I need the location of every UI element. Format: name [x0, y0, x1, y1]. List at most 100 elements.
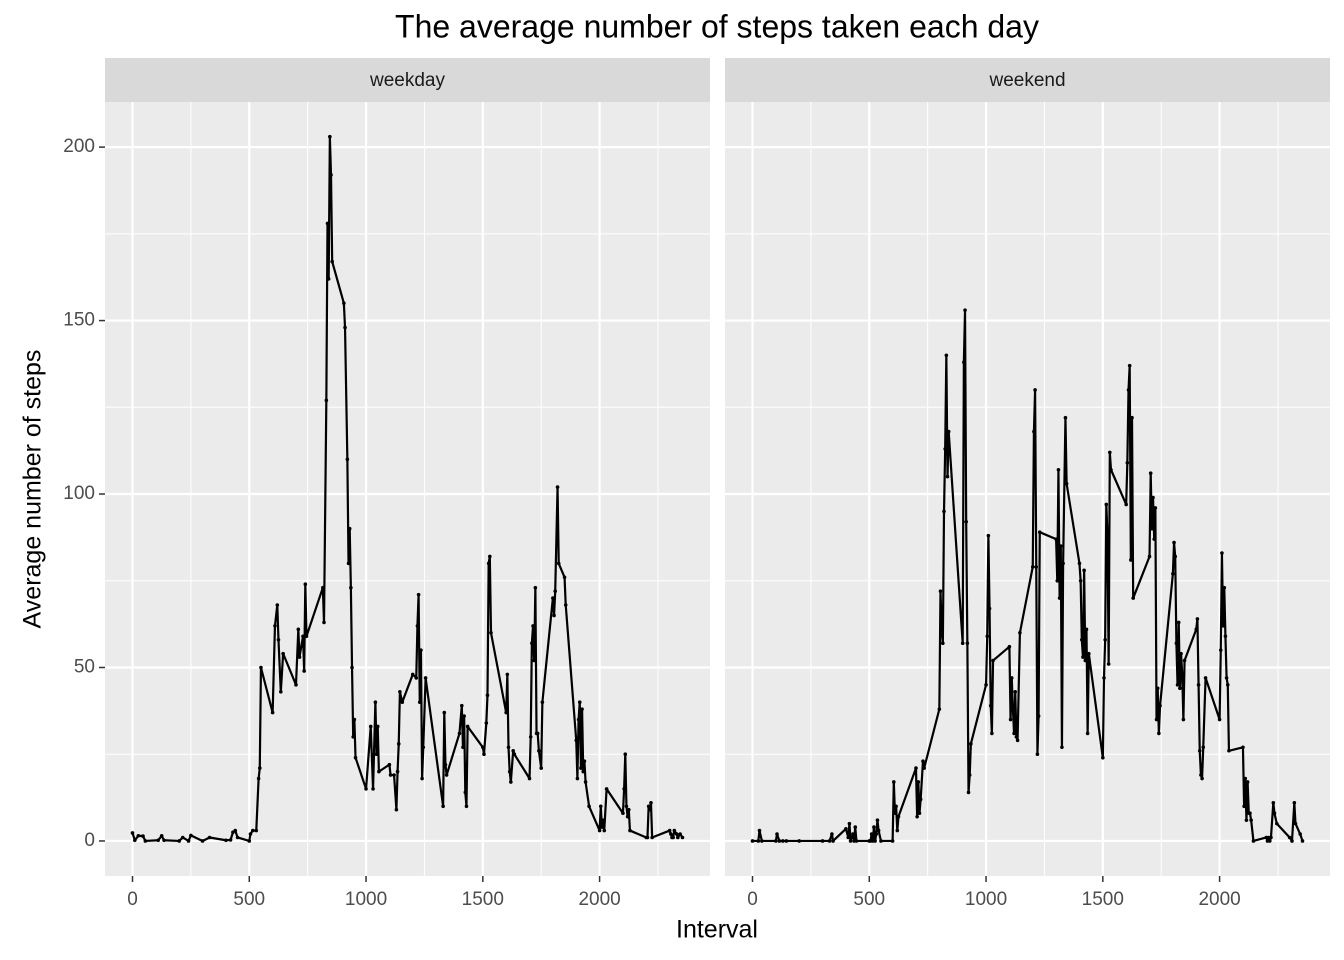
point — [254, 828, 259, 833]
point — [831, 839, 835, 843]
point — [1181, 717, 1186, 722]
point — [649, 800, 653, 805]
point — [581, 769, 586, 774]
point — [869, 832, 874, 836]
point — [1082, 568, 1086, 573]
point — [512, 752, 517, 757]
point — [851, 832, 855, 836]
point — [349, 585, 353, 590]
point — [1176, 620, 1181, 625]
point — [294, 683, 298, 687]
point — [1225, 683, 1230, 687]
point — [1180, 672, 1185, 677]
point — [775, 832, 779, 836]
point — [352, 717, 357, 722]
point — [1173, 554, 1178, 559]
point — [420, 776, 424, 781]
point — [847, 821, 852, 826]
point — [922, 766, 926, 770]
point — [250, 828, 255, 833]
point — [1271, 800, 1276, 805]
point — [1242, 804, 1246, 809]
point — [364, 787, 368, 791]
point — [419, 648, 423, 652]
point — [228, 838, 233, 842]
point — [345, 457, 350, 462]
point — [1199, 773, 1203, 777]
point — [506, 745, 511, 750]
point — [941, 641, 945, 646]
point — [896, 814, 901, 819]
point — [1061, 561, 1065, 566]
point — [328, 134, 332, 139]
point — [1194, 627, 1199, 632]
point — [873, 839, 877, 843]
point — [141, 834, 145, 838]
x-tick-label: 500 — [853, 889, 885, 910]
point — [1147, 554, 1152, 559]
point — [463, 790, 468, 795]
point — [575, 776, 580, 781]
point — [946, 429, 951, 434]
point — [621, 811, 625, 816]
point — [1195, 617, 1200, 621]
strip-label: weekday — [369, 70, 445, 91]
point — [582, 759, 587, 763]
point — [944, 353, 949, 358]
point — [854, 839, 859, 843]
point — [555, 485, 560, 489]
point — [985, 634, 990, 639]
point — [159, 833, 164, 838]
point — [1218, 648, 1223, 652]
point — [757, 828, 762, 833]
point — [273, 624, 277, 628]
point — [324, 398, 329, 403]
point — [874, 832, 879, 836]
point — [984, 683, 988, 687]
point — [303, 582, 308, 587]
x-axis-label: Interval — [676, 916, 758, 944]
point — [1245, 780, 1250, 784]
point — [1064, 481, 1069, 486]
point — [963, 308, 967, 312]
point — [628, 828, 632, 833]
point — [991, 658, 995, 663]
point — [1221, 624, 1225, 628]
point — [482, 752, 486, 757]
point — [781, 839, 785, 843]
point — [441, 804, 445, 809]
point — [891, 780, 896, 784]
point — [297, 655, 302, 659]
point — [830, 832, 834, 836]
point — [1079, 637, 1084, 642]
point — [343, 325, 347, 330]
point — [669, 832, 673, 836]
point — [556, 561, 561, 566]
point — [259, 665, 263, 670]
point — [942, 509, 946, 514]
y-tick-label: 100 — [63, 483, 95, 504]
point — [987, 606, 992, 611]
point — [186, 839, 191, 843]
point — [916, 780, 921, 784]
point — [346, 561, 351, 566]
point — [990, 731, 994, 736]
point — [1035, 752, 1040, 757]
point — [966, 790, 971, 795]
y-tick-label: 50 — [74, 657, 95, 678]
point — [893, 811, 897, 816]
point — [1007, 644, 1012, 649]
point — [872, 825, 876, 829]
point — [1268, 839, 1272, 843]
point — [583, 780, 588, 784]
point — [890, 839, 895, 843]
point — [853, 825, 858, 829]
point — [1129, 558, 1133, 562]
point — [1182, 658, 1187, 663]
point — [304, 634, 309, 639]
point — [1063, 415, 1068, 420]
point — [143, 839, 148, 843]
point — [1083, 658, 1088, 663]
point — [587, 804, 591, 809]
point — [576, 717, 581, 722]
